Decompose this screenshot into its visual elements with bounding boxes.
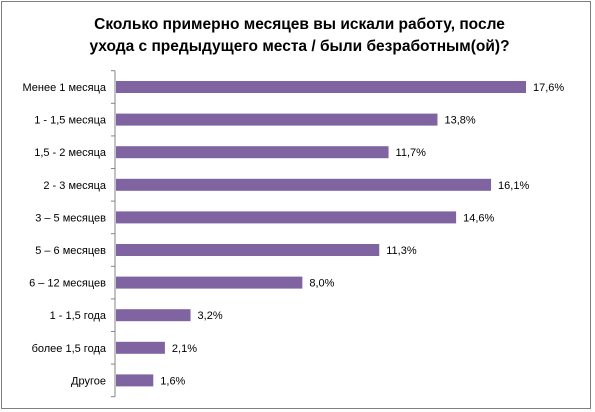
category-label: 5 – 6 месяцев — [35, 245, 106, 257]
category-label: Другое — [71, 375, 106, 387]
bar — [116, 309, 191, 322]
data-label: 1,6% — [160, 375, 185, 387]
category-label: 1 - 1,5 года — [50, 310, 107, 322]
bar — [116, 374, 154, 387]
category-label: Менее 1 месяца — [23, 82, 107, 94]
data-label: 17,6% — [533, 82, 564, 94]
bar — [116, 276, 303, 289]
data-label: 13,8% — [444, 115, 475, 127]
category-label: 2 - 3 месяца — [43, 180, 107, 192]
data-label: 8,0% — [309, 278, 334, 290]
category-label: более 1,5 года — [32, 343, 107, 355]
chart-title: Сколько примерно месяцев вы искали работ… — [89, 16, 510, 55]
data-label: 16,1% — [498, 180, 529, 192]
bar — [116, 211, 457, 224]
bars-layer: Менее 1 месяца 17,6% 1 - 1,5 месяца 13,8% 1,… — [23, 70, 564, 398]
bar — [116, 341, 165, 354]
category-label: 1 - 1,5 месяца — [34, 115, 107, 127]
bar — [116, 146, 389, 159]
data-label: 11,3% — [386, 245, 417, 257]
data-label: 3,2% — [198, 310, 223, 322]
category-label: 1,5 - 2 месяца — [34, 147, 107, 159]
bar — [116, 81, 526, 93]
bar — [116, 244, 380, 256]
bar — [116, 178, 492, 191]
category-label: 6 – 12 месяцев — [29, 278, 106, 290]
data-label: 14,6% — [463, 212, 494, 224]
data-label: 2,1% — [172, 343, 197, 355]
data-label: 11,7% — [396, 147, 427, 159]
category-label: 3 – 5 месяцев — [35, 212, 106, 224]
bar — [116, 113, 438, 126]
